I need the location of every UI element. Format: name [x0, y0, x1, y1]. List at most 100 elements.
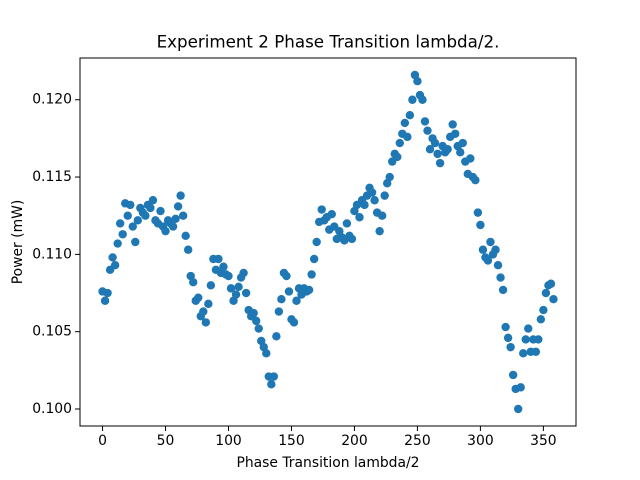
point	[425, 145, 435, 154]
point	[549, 295, 558, 304]
y-tick-label: 0.115	[32, 169, 72, 185]
point	[277, 295, 286, 304]
point	[451, 129, 460, 138]
point	[309, 254, 319, 264]
point	[128, 222, 137, 231]
point	[254, 324, 263, 333]
point	[539, 305, 548, 315]
point	[110, 260, 120, 270]
point	[516, 383, 525, 392]
x-tick-label: 200	[341, 433, 368, 449]
point	[146, 203, 155, 213]
x-tick-label: 350	[530, 433, 557, 449]
point	[307, 270, 316, 279]
point	[161, 226, 170, 236]
chart-title: Experiment 2 Phase Transition lambda/2.	[157, 32, 500, 52]
point	[531, 347, 541, 356]
x-axis-label: Phase Transition lambda/2	[236, 455, 419, 471]
point	[405, 111, 415, 120]
point	[501, 322, 510, 332]
point	[534, 335, 543, 344]
x-tick-label: 250	[404, 433, 431, 449]
point	[519, 349, 528, 358]
point	[267, 380, 276, 389]
point	[493, 260, 503, 270]
point	[486, 237, 495, 247]
point	[252, 316, 261, 326]
point	[131, 237, 140, 247]
point	[393, 152, 402, 162]
x-tick-label: 100	[215, 433, 242, 449]
point	[100, 296, 110, 305]
point	[418, 95, 427, 104]
point	[113, 239, 122, 248]
point	[478, 245, 488, 254]
x-tick-label: 0	[98, 433, 107, 449]
point	[498, 285, 508, 295]
point	[156, 206, 165, 216]
point	[189, 278, 198, 287]
point	[141, 211, 150, 220]
point	[483, 256, 493, 265]
y-tick-label: 0.120	[32, 92, 72, 108]
y-tick-label: 0.110	[32, 246, 72, 262]
x-tick-label: 50	[157, 433, 175, 449]
point	[201, 318, 211, 327]
point	[541, 288, 551, 298]
point	[214, 254, 223, 264]
point	[524, 324, 533, 333]
point	[292, 296, 301, 305]
point	[496, 273, 505, 282]
point	[241, 288, 251, 298]
point	[317, 205, 326, 214]
point	[456, 148, 465, 157]
point	[408, 95, 417, 104]
point	[171, 214, 180, 224]
point	[413, 76, 422, 86]
point	[103, 288, 112, 298]
point	[178, 211, 188, 220]
point	[274, 307, 284, 316]
point	[173, 202, 183, 211]
point	[521, 335, 530, 344]
point	[423, 126, 432, 135]
plot-area	[98, 70, 558, 414]
point	[327, 209, 336, 219]
point	[536, 315, 546, 324]
point	[226, 284, 236, 293]
point	[194, 293, 203, 302]
point	[380, 191, 389, 200]
point	[360, 200, 369, 210]
point	[342, 219, 352, 228]
point	[239, 268, 248, 278]
point	[204, 299, 213, 309]
point	[395, 138, 404, 148]
point	[224, 271, 233, 281]
point	[123, 211, 132, 220]
point	[377, 211, 387, 220]
axes-frame	[79, 57, 577, 427]
point	[148, 196, 158, 205]
point	[385, 172, 394, 182]
point	[546, 279, 556, 288]
point	[471, 175, 480, 185]
point	[491, 245, 500, 254]
point	[466, 154, 475, 163]
point	[443, 145, 452, 154]
point	[126, 200, 135, 210]
point	[272, 332, 281, 341]
point	[503, 333, 513, 343]
point	[448, 120, 457, 129]
point	[420, 117, 430, 126]
point	[234, 282, 243, 292]
point	[118, 230, 127, 239]
x-tick-label: 300	[467, 433, 494, 449]
point	[168, 222, 178, 231]
point	[347, 234, 357, 244]
point	[289, 318, 299, 327]
point	[304, 285, 314, 295]
point	[508, 370, 518, 380]
point	[176, 191, 185, 200]
point	[181, 231, 190, 241]
point	[262, 349, 271, 358]
